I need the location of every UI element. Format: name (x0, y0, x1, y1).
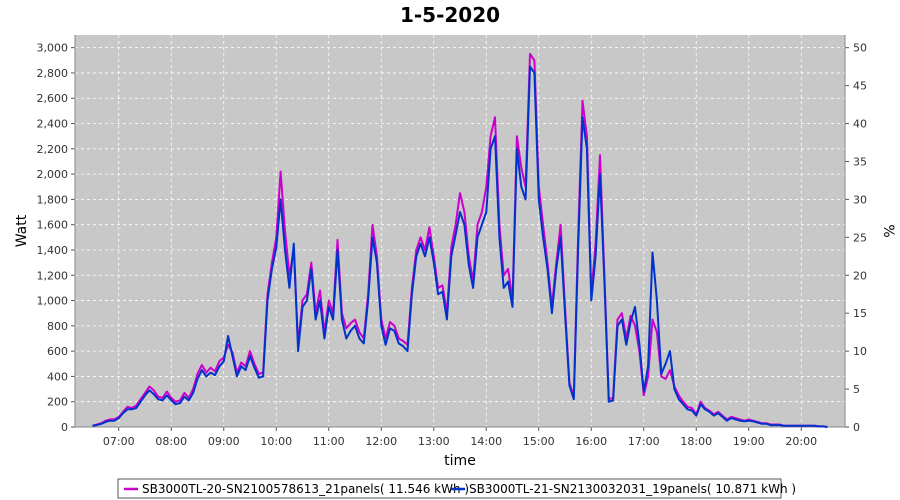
y-tick-label: 2,200 (37, 143, 69, 156)
x-tick-label: 18:00 (680, 435, 712, 448)
y2-tick-label: 25 (853, 231, 867, 244)
x-tick-label: 16:00 (575, 435, 607, 448)
x-tick-label: 10:00 (260, 435, 292, 448)
legend-label-1: SB3000TL-20-SN2100578613_21panels( 11.54… (142, 482, 469, 496)
y-axis-label: Watt (14, 214, 30, 247)
y-tick-label: 800 (47, 320, 68, 333)
y2-tick-label: 0 (853, 421, 860, 434)
x-axis: 07:00 08:00 09:00 10:00 11:00 12:00 13:00 14:00… (75, 426, 845, 448)
y-tick-label: 2,600 (37, 92, 69, 105)
y-tick-label: 400 (47, 370, 68, 383)
y-axis: 0 200 400 600 800 1,000 1,200 1,400 1,600 1,800 2,… (37, 35, 76, 434)
legend-label-2: SB3000TL-21-SN2130032031_19panels( 10.87… (469, 482, 796, 496)
x-tick-label: 13:00 (418, 435, 450, 448)
y2-tick-label: 50 (853, 42, 867, 55)
y2-tick-label: 20 (853, 269, 867, 282)
y-tick-label: 1,200 (37, 269, 69, 282)
y-tick-label: 200 (47, 396, 68, 409)
x-axis-label: time (444, 453, 476, 469)
x-tick-label: 12:00 (365, 435, 397, 448)
y-tick-label: 1,000 (37, 295, 69, 308)
y2-tick-label: 40 (853, 118, 867, 131)
y-tick-label: 2,000 (37, 168, 69, 181)
y2-tick-label: 45 (853, 80, 867, 93)
y2-tick-label: 30 (853, 193, 867, 206)
y2-axis-label: % (880, 224, 896, 237)
x-tick-label: 14:00 (470, 435, 502, 448)
x-tick-label: 20:00 (785, 435, 817, 448)
x-tick-label: 15:00 (523, 435, 555, 448)
y-tick-label: 2,400 (37, 118, 69, 131)
y2-tick-label: 10 (853, 345, 867, 358)
series-line-2 (92, 65, 828, 428)
y-tick-label: 1,800 (37, 193, 69, 206)
x-tick-label: 17:00 (628, 435, 660, 448)
x-tick-label: 09:00 (208, 435, 240, 448)
chart-title: 1-5-2020 (400, 3, 500, 27)
y-tick-label: 0 (61, 421, 68, 434)
legend-box (117, 478, 782, 499)
x-tick-label: 19:00 (733, 435, 765, 448)
legend: SB3000TL-20-SN2100578613_21panels( 11.54… (117, 478, 796, 499)
x-tick-label: 07:00 (103, 435, 135, 448)
y2-tick-label: 35 (853, 155, 867, 168)
y2-tick-label: 5 (853, 383, 860, 396)
y-tick-label: 2,800 (37, 67, 69, 80)
x-tick-label: 11:00 (313, 435, 345, 448)
plot-area (75, 35, 845, 427)
y-tick-label: 1,400 (37, 244, 69, 257)
y-tick-label: 3,000 (37, 42, 69, 55)
y-tick-label: 600 (47, 345, 68, 358)
y2-axis: 0 5 10 15 20 25 30 35 40 45 50 (844, 35, 867, 434)
y2-tick-label: 15 (853, 307, 867, 320)
x-tick-label: 08:00 (155, 435, 187, 448)
y-tick-label: 1,600 (37, 219, 69, 232)
grid-lines (75, 35, 845, 428)
series-lines (92, 53, 828, 428)
